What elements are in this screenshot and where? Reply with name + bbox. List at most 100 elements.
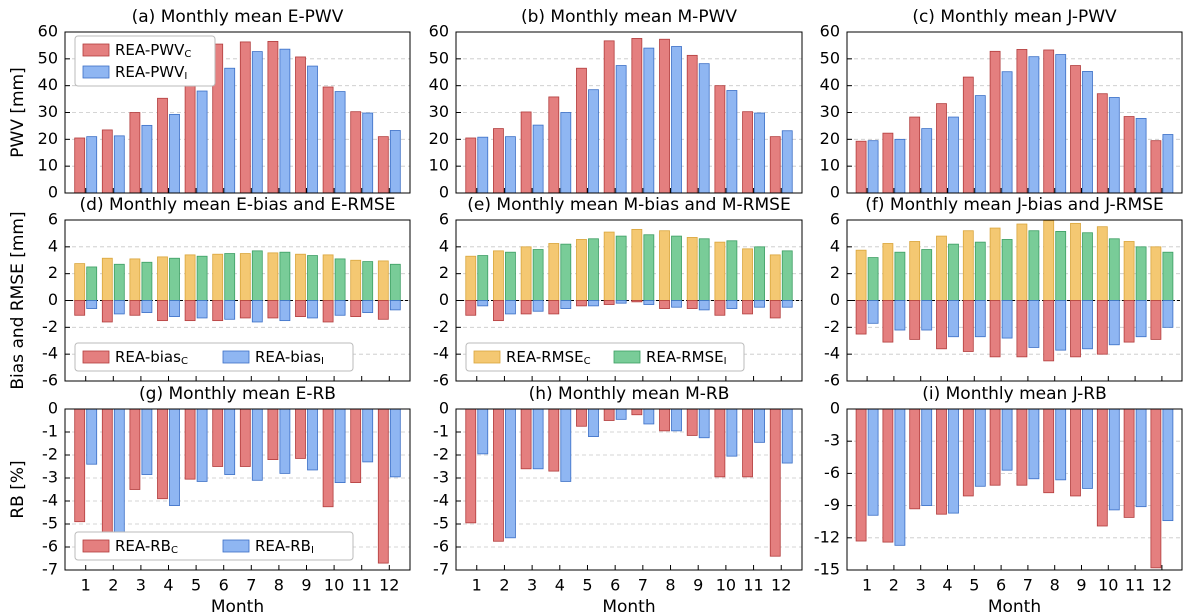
bar xyxy=(615,300,627,304)
bar xyxy=(1055,231,1067,301)
bar xyxy=(962,408,974,497)
bar xyxy=(714,408,726,478)
y-tick-label: 0 xyxy=(830,399,840,418)
bar xyxy=(350,111,362,194)
y-tick-label: 0 xyxy=(830,183,840,202)
bar xyxy=(1082,71,1093,194)
legend-box xyxy=(465,342,745,372)
bar xyxy=(974,241,986,301)
bar xyxy=(251,51,263,194)
bar xyxy=(671,300,682,308)
axes-frame xyxy=(846,219,1183,382)
bar xyxy=(615,235,627,301)
bar xyxy=(377,408,389,564)
x-tick-label: 9 xyxy=(693,576,703,595)
x-tick-label: 2 xyxy=(108,576,118,595)
bar xyxy=(267,408,279,460)
bar xyxy=(894,138,906,194)
bar xyxy=(1108,238,1120,301)
bar xyxy=(295,300,306,318)
axes-frame xyxy=(64,408,411,571)
bar xyxy=(1162,408,1174,522)
bar xyxy=(196,300,208,319)
bar xyxy=(224,408,236,475)
bar xyxy=(769,136,781,194)
bar xyxy=(322,86,334,194)
bar xyxy=(769,254,781,301)
bar xyxy=(520,111,532,194)
y-tick-label: 0 xyxy=(439,183,449,202)
bar xyxy=(989,50,1001,194)
bar xyxy=(686,300,698,309)
bar xyxy=(548,96,560,194)
bar xyxy=(113,135,125,194)
y-tick-label: 60 xyxy=(429,22,449,41)
bar xyxy=(698,238,710,301)
y-tick-label: 6 xyxy=(439,210,449,229)
bar xyxy=(882,132,894,194)
y-axis-label: Bias and RMSE [mm] xyxy=(8,211,28,389)
bar xyxy=(212,300,224,322)
bar xyxy=(909,116,921,194)
y-tick-label: -3 xyxy=(433,468,449,487)
bar xyxy=(389,408,401,478)
bar xyxy=(1150,246,1162,301)
bar xyxy=(334,408,346,483)
y-tick-label: -7 xyxy=(433,560,449,579)
x-tick-label: 2 xyxy=(889,576,899,595)
bar xyxy=(882,300,894,343)
x-tick-label: 9 xyxy=(301,576,311,595)
bar xyxy=(465,408,477,524)
bar xyxy=(962,76,974,194)
x-tick-label: 10 xyxy=(716,576,736,595)
bar xyxy=(74,137,86,194)
bar xyxy=(157,408,168,500)
x-tick-label: 3 xyxy=(527,576,537,595)
legend-swatch xyxy=(82,43,110,57)
bar xyxy=(362,261,374,301)
y-tick-label: 0 xyxy=(48,183,58,202)
bar xyxy=(334,258,346,301)
legend-subscript: I xyxy=(321,356,324,367)
bar xyxy=(1028,230,1040,301)
bar xyxy=(307,408,318,471)
bar xyxy=(548,300,560,315)
bar xyxy=(322,254,334,301)
legend-label: REA-PWVC xyxy=(115,41,191,61)
x-tick-label: 5 xyxy=(969,576,979,595)
bar xyxy=(267,252,279,301)
bar xyxy=(1082,408,1093,489)
bar xyxy=(962,230,974,301)
bar xyxy=(671,408,682,432)
legend-subscript: C xyxy=(184,49,191,60)
bar xyxy=(493,300,504,322)
bar xyxy=(588,89,599,194)
bar xyxy=(532,249,544,301)
x-tick-label: 8 xyxy=(274,576,284,595)
bar xyxy=(631,228,643,301)
y-tick-label: -6 xyxy=(824,371,840,390)
bar xyxy=(1135,118,1147,194)
bar xyxy=(588,238,599,301)
bar xyxy=(389,130,401,194)
x-tick-label: 9 xyxy=(1076,576,1086,595)
y-tick-label: 30 xyxy=(38,102,58,121)
bar xyxy=(769,300,781,319)
bar xyxy=(974,408,986,487)
bar xyxy=(86,300,98,309)
bar xyxy=(1016,300,1028,358)
x-tick-label: 3 xyxy=(916,576,926,595)
bar xyxy=(615,65,627,194)
bar xyxy=(267,40,279,194)
y-tick-label: 40 xyxy=(38,75,58,94)
bar xyxy=(322,300,334,323)
y-tick-label: 6 xyxy=(830,210,840,229)
axes-frame xyxy=(846,31,1183,194)
bar xyxy=(1043,408,1055,494)
legend-label: REA-PWVI xyxy=(115,63,187,83)
y-tick-label: -2 xyxy=(824,317,840,336)
legend-label: REA-biasI xyxy=(255,348,324,368)
bar xyxy=(948,300,959,338)
bar xyxy=(686,237,698,301)
bar xyxy=(477,300,489,307)
